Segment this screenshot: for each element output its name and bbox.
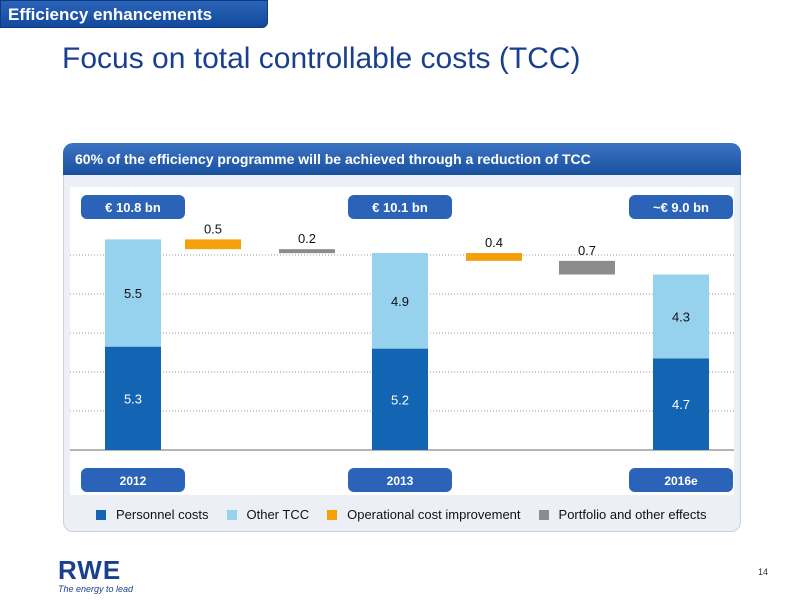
legend-swatch-operational: [327, 509, 338, 520]
waterfall-chart: 5.3 5.5 € 10.8 bn 2012 0.5 0.2 5.2 4.9 € 10.1 bn…: [70, 195, 734, 492]
legend-label-operational: Operational cost improvement: [347, 507, 521, 522]
delta-bar-3: [559, 260, 615, 275]
total-badge-label-0: € 10.8 bn: [105, 200, 161, 215]
total-badge-0: [81, 195, 185, 219]
bar-segment-2012-0: [105, 346, 161, 450]
legend-swatch-personnel: [96, 509, 106, 520]
legend-label-portfolio: Portfolio and other effects: [558, 507, 707, 522]
legend-item-personnel: Personnel costs: [96, 507, 209, 522]
delta-label-0: 0.5: [204, 221, 222, 236]
total-badge-1: [348, 195, 452, 219]
legend-swatch-portfolio: [538, 509, 549, 520]
legend-item-operational: Operational cost improvement: [327, 507, 521, 522]
logo-text: RWE: [58, 555, 122, 585]
logo-tagline: The energy to lead: [58, 584, 134, 594]
legend-item-other-tcc: Other TCC: [226, 507, 310, 522]
bar-label-2012-1: 5.5: [124, 286, 142, 301]
page-number: 14: [758, 567, 769, 577]
delta-bar-2: [466, 253, 522, 261]
delta-label-1: 0.2: [298, 231, 316, 246]
total-badge-label-2: ~€ 9.0 bn: [653, 200, 709, 215]
year-badge-1: [348, 468, 452, 492]
delta-bar-0: [185, 239, 241, 250]
bar-segment-2013-1: [372, 253, 428, 349]
delta-bar-1: [279, 249, 335, 254]
panel-heading: 60% of the efficiency programme will be …: [63, 143, 741, 175]
bar-segment-2013-0: [372, 348, 428, 450]
total-badge-label-1: € 10.1 bn: [372, 200, 428, 215]
bar-label-2013-0: 5.2: [391, 392, 409, 407]
delta-label-3: 0.7: [578, 243, 596, 258]
legend-swatch-other-tcc: [226, 509, 237, 520]
year-badge-label-0: 2012: [120, 474, 147, 488]
bar-label-2016e-0: 4.7: [672, 397, 690, 412]
bar-label-2012-0: 5.3: [124, 391, 142, 406]
bar-segment-2012-1: [105, 239, 161, 347]
bar-segment-2016e-0: [653, 358, 709, 450]
bar-segment-2016e-1: [653, 274, 709, 359]
bar-label-2016e-1: 4.3: [672, 309, 690, 324]
rwe-logo: RWE The energy to lead: [58, 557, 133, 594]
legend-item-portfolio: Portfolio and other effects: [538, 507, 707, 522]
year-badge-label-2: 2016e: [664, 474, 698, 488]
year-badge-2: [629, 468, 733, 492]
bar-label-2013-1: 4.9: [391, 294, 409, 309]
year-badge-0: [81, 468, 185, 492]
legend-label-personnel: Personnel costs: [116, 507, 209, 522]
legend-label-other-tcc: Other TCC: [246, 507, 310, 522]
total-badge-2: [629, 195, 733, 219]
delta-label-2: 0.4: [485, 235, 503, 250]
section-tag: Efficiency enhancements: [0, 0, 268, 28]
chart-legend: Personnel costs Other TCC Operational co…: [96, 507, 724, 522]
page-title: Focus on total controllable costs (TCC): [62, 42, 581, 75]
chart-area: 5.3 5.5 € 10.8 bn 2012 0.5 0.2 5.2 4.9 € 10.1 bn…: [70, 187, 734, 495]
year-badge-label-1: 2013: [387, 474, 414, 488]
